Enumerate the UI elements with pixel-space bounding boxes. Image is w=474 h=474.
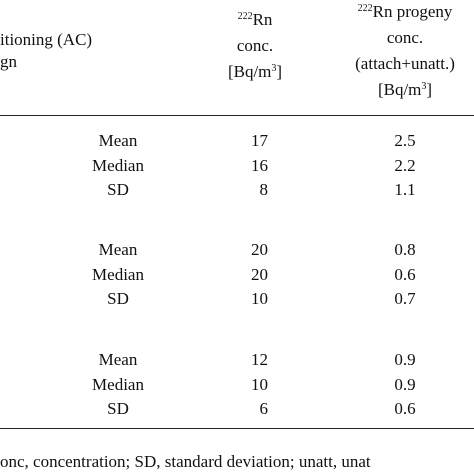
cell-value: 8	[259, 180, 269, 199]
cell-value: 0.8	[394, 240, 416, 259]
rule	[0, 428, 474, 429]
cell-value: 17	[251, 131, 268, 150]
rule	[0, 115, 474, 116]
footnote: onc, concentration; SD, standard deviati…	[0, 452, 371, 471]
cell-value: 1.1	[394, 180, 416, 199]
stat-label: Median	[92, 155, 144, 175]
header-text: Rn	[252, 10, 273, 29]
cell-value: 0.6	[394, 264, 416, 284]
cell-value: 2.5	[394, 131, 416, 150]
header-text: [Bq/m3]	[228, 62, 282, 82]
header-text: [Bq/m3]	[378, 80, 432, 100]
superscript: 3	[421, 81, 427, 92]
stat-label: SD	[107, 289, 129, 308]
stat-label: SD	[107, 180, 129, 199]
header-text: itioning (AC)	[0, 30, 93, 49]
header-text: ]	[276, 62, 283, 81]
header-text: gn	[0, 52, 17, 71]
stat-label: Median	[92, 374, 144, 394]
header-text: conc.	[236, 36, 274, 55]
header-text: [Bq/m	[227, 62, 272, 81]
cell-value: 2.2	[394, 155, 416, 175]
cell-value: 16	[251, 155, 268, 175]
cell-value: 0.9	[394, 350, 416, 369]
cell-value: 20	[251, 240, 268, 259]
header-text: Rn progeny	[372, 2, 453, 21]
stat-label: SD	[107, 399, 129, 418]
superscript: 3	[271, 63, 277, 74]
header-text: ]	[426, 80, 433, 99]
stat-label: Mean	[98, 240, 138, 259]
stat-label: Mean	[98, 131, 138, 150]
cell-value: 10	[251, 374, 268, 394]
header-text: conc.	[386, 28, 424, 47]
cell-value: 6	[259, 399, 269, 418]
superscript: 222	[357, 3, 373, 14]
header-text: 222Rn	[238, 10, 273, 30]
cell-value: 0.7	[394, 289, 416, 308]
cell-value: 0.9	[394, 374, 416, 394]
cell-value: 10	[251, 289, 268, 308]
header-text: [Bq/m	[377, 80, 422, 99]
superscript: 222	[237, 11, 253, 22]
stat-label: Median	[92, 264, 144, 284]
header-text: 222Rn progeny	[358, 2, 453, 22]
cell-value: 20	[251, 264, 268, 284]
cell-value: 0.6	[394, 399, 416, 418]
cell-value: 12	[251, 350, 268, 369]
stat-label: Mean	[98, 350, 138, 369]
header-text: (attach+unatt.)	[355, 54, 455, 73]
